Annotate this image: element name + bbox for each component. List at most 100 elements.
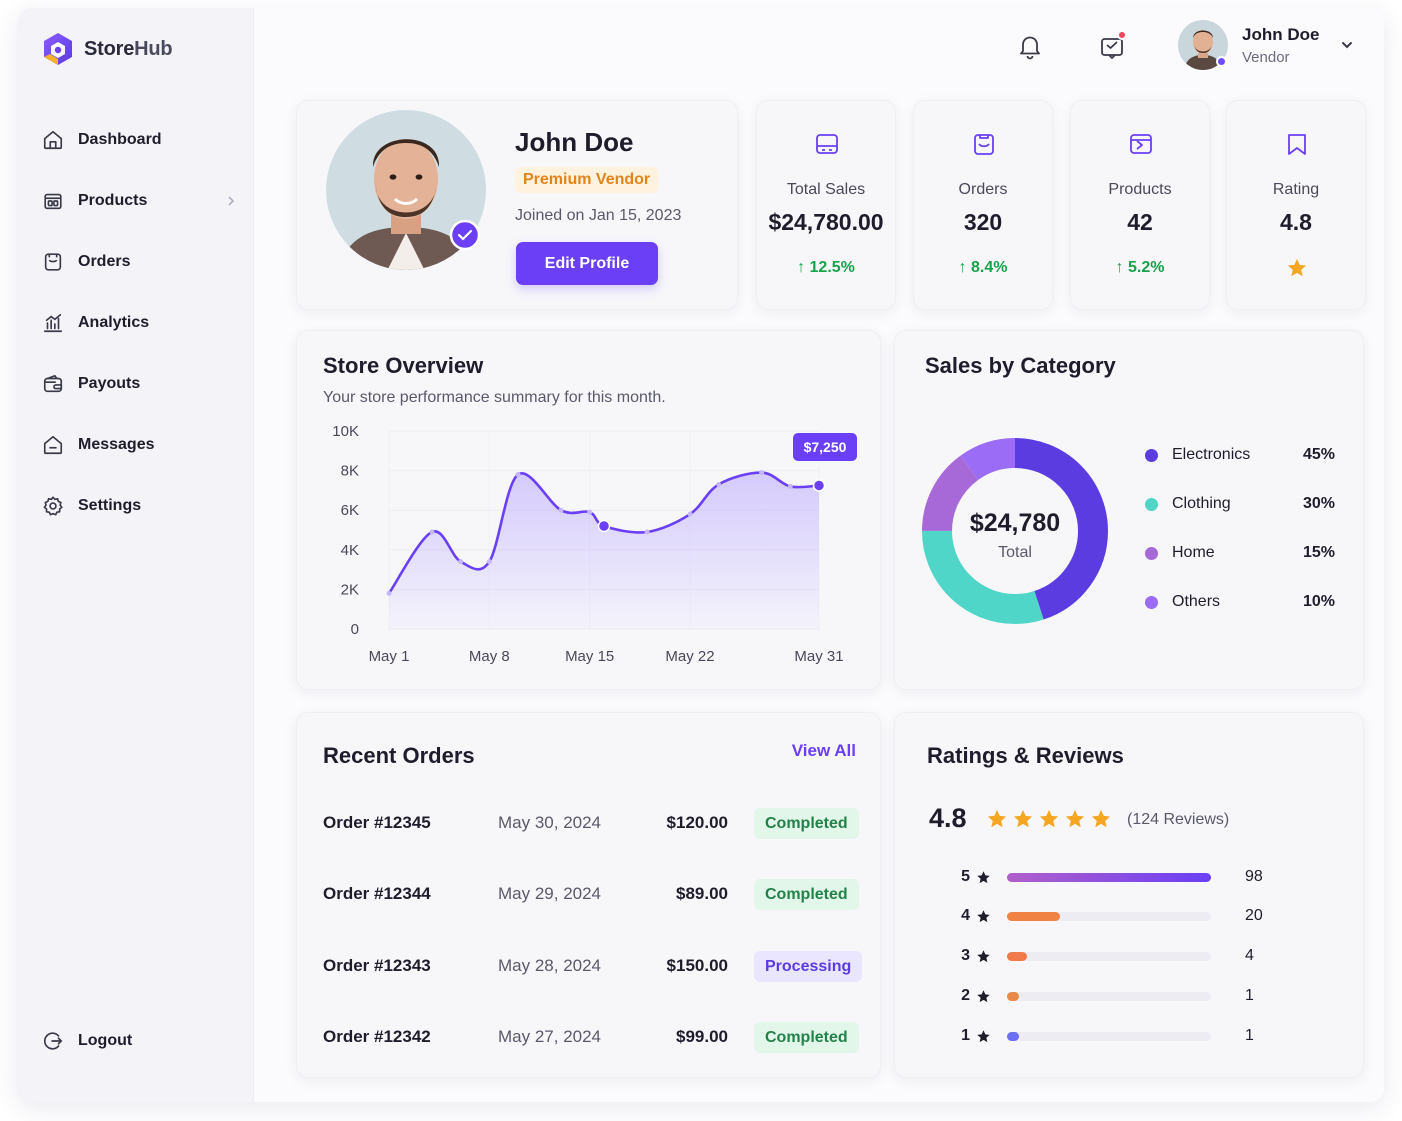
status-badge: Completed bbox=[754, 1021, 859, 1053]
donut-total-label: Total bbox=[998, 544, 1032, 561]
data-point[interactable] bbox=[787, 483, 793, 489]
legend-name: Clothing bbox=[1172, 495, 1231, 512]
legend-item: Clothing 30% bbox=[1145, 492, 1335, 516]
review-count: (124 Reviews) bbox=[1127, 811, 1230, 828]
rating-bar-label: 5 bbox=[955, 868, 1007, 886]
order-amount: $150.00 bbox=[666, 956, 728, 975]
stat-label: Products bbox=[1108, 181, 1172, 198]
sidebar-nav: Dashboard Products Orders Analytics Payo… bbox=[42, 120, 238, 547]
logout-label: Logout bbox=[78, 1032, 133, 1049]
sidebar-item-orders[interactable]: Orders bbox=[42, 242, 238, 282]
star-icon bbox=[977, 870, 990, 883]
orders-icon bbox=[44, 253, 62, 271]
status-badge: Completed bbox=[754, 807, 859, 839]
order-amount: $120.00 bbox=[666, 813, 728, 832]
sidebar-item-label: Messages bbox=[78, 436, 155, 453]
user-name: John Doe bbox=[1242, 24, 1320, 44]
logout-button[interactable]: Logout bbox=[42, 1030, 132, 1052]
sidebar-item-settings[interactable]: Settings bbox=[42, 486, 238, 526]
data-point[interactable] bbox=[687, 511, 693, 517]
stat-value: $24,780.00 bbox=[768, 209, 884, 235]
order-id: Order #12345 bbox=[323, 813, 431, 832]
data-point[interactable] bbox=[597, 519, 611, 533]
logout-icon bbox=[44, 1032, 63, 1050]
table-row[interactable]: Order #12345 May 30, 2024 $120.00 Comple… bbox=[323, 806, 863, 840]
table-row[interactable]: Order #12343 May 28, 2024 $150.00 Proces… bbox=[323, 949, 863, 983]
legend-name: Others bbox=[1172, 593, 1221, 610]
edit-profile-button[interactable]: Edit Profile bbox=[516, 242, 658, 285]
store-overview-card: Store Overview Your store performance su… bbox=[296, 330, 881, 690]
chevron-right-icon bbox=[228, 196, 235, 206]
rating-bar-track bbox=[1007, 991, 1211, 1001]
data-point[interactable] bbox=[812, 479, 826, 492]
rating-bar-row: 5 98 bbox=[955, 866, 1315, 888]
data-point[interactable] bbox=[716, 481, 722, 487]
brand[interactable]: StoreHub bbox=[42, 32, 173, 66]
data-point[interactable] bbox=[515, 472, 521, 478]
chart-area bbox=[389, 472, 819, 629]
donut-slice-others[interactable] bbox=[922, 438, 1108, 624]
ratings-title: Ratings & Reviews bbox=[927, 743, 1124, 768]
data-point[interactable] bbox=[587, 509, 593, 515]
verified-check-icon bbox=[449, 219, 481, 251]
data-point[interactable] bbox=[429, 529, 435, 535]
donut-center: $24,780 Total bbox=[915, 509, 1115, 562]
star-icon bbox=[1039, 809, 1059, 828]
chevron-down-icon[interactable] bbox=[1339, 37, 1355, 53]
arrow-up-icon: ↑ bbox=[1115, 259, 1128, 276]
star-icon bbox=[977, 1029, 990, 1042]
rating-bar-row: 2 1 bbox=[955, 985, 1315, 1007]
stat-card-products: Products 42 ↑ 5.2% bbox=[1070, 100, 1210, 310]
rating-bar-row: 3 4 bbox=[955, 945, 1315, 967]
inbox-icon[interactable] bbox=[1098, 32, 1126, 60]
user-menu[interactable]: John Doe Vendor bbox=[1178, 20, 1355, 70]
sidebar: StoreHub Dashboard Products Orders Analy… bbox=[18, 8, 254, 1102]
rating-stars bbox=[986, 808, 1112, 830]
sidebar-item-products[interactable]: Products bbox=[42, 181, 238, 221]
data-point[interactable] bbox=[558, 507, 564, 513]
sidebar-item-label: Payouts bbox=[78, 375, 141, 392]
y-tick-label: 8K bbox=[341, 463, 359, 480]
x-tick-label: May 1 bbox=[369, 648, 410, 665]
sidebar-item-payouts[interactable]: Payouts bbox=[42, 364, 238, 404]
y-tick-label: 6K bbox=[341, 502, 359, 519]
table-row[interactable]: Order #12342 May 27, 2024 $99.00 Complet… bbox=[323, 1020, 863, 1054]
x-tick-label: May 8 bbox=[469, 648, 510, 665]
stat-value: 320 bbox=[963, 209, 1003, 235]
data-point[interactable] bbox=[486, 559, 492, 565]
avatar bbox=[1178, 20, 1228, 70]
table-row[interactable]: Order #12344 May 29, 2024 $89.00 Complet… bbox=[323, 877, 863, 911]
sales-icon bbox=[816, 134, 838, 154]
star-icon bbox=[1013, 809, 1033, 828]
data-point[interactable] bbox=[644, 529, 650, 535]
home-icon bbox=[43, 130, 63, 150]
rating-bar-fill bbox=[1007, 1031, 1020, 1041]
sidebar-item-label: Settings bbox=[78, 497, 142, 514]
product-box-icon bbox=[1130, 134, 1152, 154]
rating-bar-fill bbox=[1007, 911, 1061, 921]
legend-name: Electronics bbox=[1172, 446, 1251, 463]
sidebar-item-analytics[interactable]: Analytics bbox=[42, 303, 238, 343]
sidebar-item-dashboard[interactable]: Dashboard bbox=[42, 120, 238, 160]
sidebar-item-label: Dashboard bbox=[78, 131, 162, 148]
sales-by-category-card: Sales by Category $24,780 Total Electron… bbox=[894, 330, 1364, 690]
data-point[interactable] bbox=[458, 559, 464, 565]
stat-change: ↑ 5.2% bbox=[1115, 259, 1165, 276]
sidebar-item-messages[interactable]: Messages bbox=[42, 425, 238, 465]
bell-icon[interactable] bbox=[1016, 32, 1044, 60]
star-icon bbox=[1287, 258, 1307, 277]
order-date: May 29, 2024 bbox=[498, 884, 602, 903]
order-id: Order #12342 bbox=[323, 1027, 431, 1046]
profile-name: John Doe bbox=[515, 127, 634, 157]
view-all-link[interactable]: View All bbox=[791, 741, 856, 760]
data-point[interactable] bbox=[759, 470, 765, 476]
x-tick-label: May 22 bbox=[665, 648, 714, 665]
data-point[interactable] bbox=[386, 590, 392, 596]
wallet-icon bbox=[43, 374, 63, 393]
user-info: John Doe Vendor bbox=[1242, 25, 1319, 66]
rating-bar-track bbox=[1007, 1031, 1211, 1041]
box-icon bbox=[44, 193, 62, 210]
donut-slice-clothing[interactable] bbox=[922, 438, 1108, 624]
y-tick-label: 10K bbox=[332, 423, 359, 440]
chart-callout: $7,250 bbox=[793, 433, 857, 461]
